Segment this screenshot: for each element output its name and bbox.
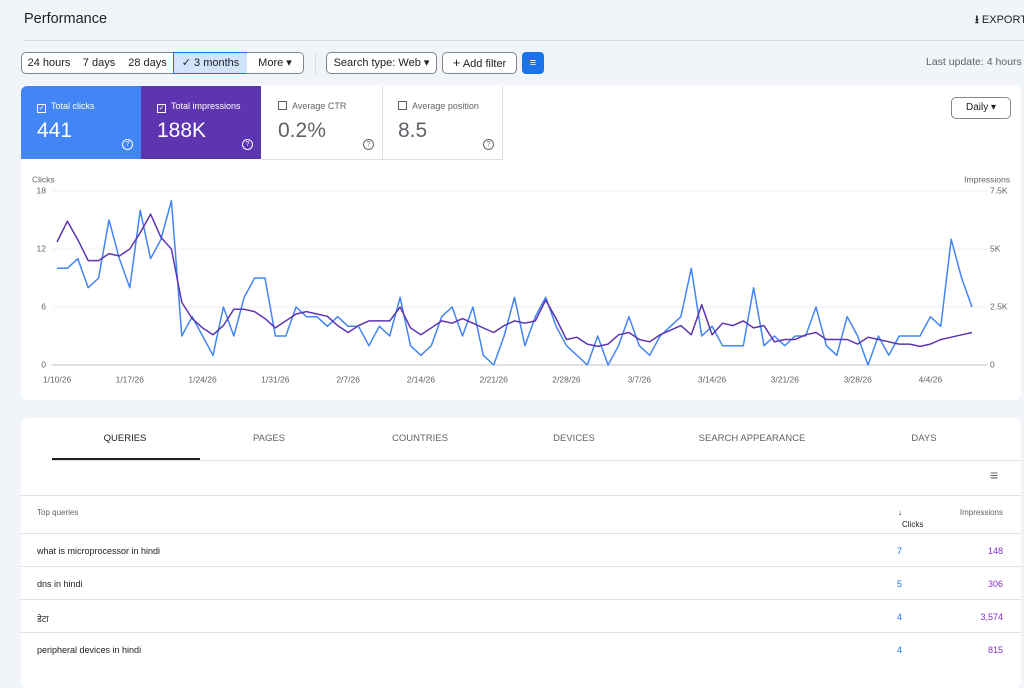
tab-divider: [52, 460, 1021, 461]
range-button[interactable]: 24 hours: [21, 52, 77, 74]
y-tick-label: 0: [41, 359, 46, 369]
metric-card[interactable]: ✓ Total clicks 441?: [21, 86, 141, 159]
table-row[interactable]: what is microprocessor in hindi 7 148: [21, 533, 1021, 567]
table-row[interactable]: dns in hindi 5 306: [21, 566, 1021, 600]
metric-label: Total impressions: [171, 101, 241, 111]
query-cell: dns in hindi: [37, 579, 83, 589]
tab[interactable]: DEVICES: [553, 433, 595, 444]
query-cell: डेटा: [37, 614, 49, 624]
tab[interactable]: PAGES: [252, 433, 286, 444]
last-update: Last update: 4 hours ago: [926, 56, 1024, 68]
clicks-cell: 5: [896, 579, 902, 589]
tab[interactable]: COUNTRIES: [392, 433, 448, 444]
x-tick-label: 2/7/26: [336, 374, 360, 384]
metric-value: 441: [37, 119, 73, 142]
query-cell: peripheral devices in hindi: [37, 645, 142, 655]
y2-tick-label: 7.5K: [990, 185, 1008, 195]
x-tick-label: 1/10/26: [43, 374, 72, 384]
divider: [24, 40, 1024, 41]
export-button[interactable]: ⭳ EXPORT: [975, 11, 1024, 30]
impressions-cell: 815: [987, 645, 1003, 655]
series-line: [57, 199, 973, 366]
column-header[interactable]: Impressions: [959, 508, 1003, 517]
add-filter-button[interactable]: + Add filter: [442, 52, 517, 74]
x-tick-label: 3/7/26: [627, 374, 651, 384]
x-tick-label: 1/17/26: [116, 374, 145, 384]
table-filter-icon[interactable]: ≡: [990, 467, 999, 483]
search-type-label: Search type: Web: [333, 57, 421, 69]
tab-indicator: [52, 458, 200, 460]
y2-tick-label: 2.5K: [990, 301, 1008, 311]
granularity-label: Daily: [965, 102, 989, 113]
y-tick-label: 12: [37, 243, 47, 253]
search-type-button[interactable]: Search type: Web ▾: [326, 52, 437, 74]
page-body: Performance ⭳ EXPORT 24 hours 7 days 28 …: [21, 11, 1024, 688]
granularity-dropdown[interactable]: Daily ▾: [951, 97, 1011, 119]
impressions-cell: 306: [987, 579, 1003, 589]
x-tick-label: 2/21/26: [480, 374, 509, 384]
metric-card[interactable]: Average position 8.5?: [382, 86, 503, 160]
export-label: EXPORT: [981, 14, 1024, 26]
x-tick-label: 3/14/26: [698, 374, 727, 384]
filter-icon-button[interactable]: ≡: [522, 52, 544, 74]
chart: Clicks Impressions 0 6 12 18 0 2.5K 5K 7.5K 1/10…: [32, 174, 1010, 384]
query-cell: what is microprocessor in hindi: [37, 546, 161, 556]
y2-axis-label: Impressions: [964, 174, 1010, 184]
table-header: Top queries ↓ Clicks Impressions: [21, 495, 1021, 529]
metric-label: Average CTR: [292, 101, 347, 111]
more-label: More: [258, 57, 284, 69]
range-button-selected[interactable]: ✓ 3 months: [173, 52, 248, 74]
column-header: Top queries: [37, 508, 79, 517]
impressions-cell: 148: [987, 546, 1003, 556]
x-tick-label: 2/28/26: [552, 374, 581, 384]
metric-label: Average position: [412, 101, 479, 111]
range-button[interactable]: 7 days: [76, 52, 123, 74]
y-axis-label: Clicks: [32, 174, 55, 184]
range-label: 3 months: [194, 57, 240, 69]
impressions-cell: 3,574: [980, 612, 1003, 622]
more-button[interactable]: More ▾: [247, 52, 304, 74]
x-tick-label: 3/21/26: [771, 374, 800, 384]
metric-card[interactable]: Average CTR 0.2%?: [262, 86, 383, 160]
column-header-sorted[interactable]: ↓ Clicks: [898, 508, 924, 529]
x-tick-label: 1/24/26: [188, 374, 217, 384]
tab[interactable]: SEARCH APPEARANCE: [698, 433, 806, 444]
y2-tick-label: 5K: [990, 243, 1001, 253]
metric-label: Total clicks: [51, 101, 95, 111]
clicks-cell: 7: [896, 546, 902, 556]
metric-value: 8.5: [398, 119, 428, 142]
y-tick-label: 6: [41, 301, 46, 311]
clicks-cell: 4: [896, 645, 902, 655]
metric-value: 188K: [157, 119, 207, 142]
metric-value: 0.2%: [278, 119, 326, 142]
table-row[interactable]: डेटा 4 3,574: [21, 599, 1021, 633]
table-card: [21, 418, 1021, 688]
x-tick-label: 3/28/26: [843, 374, 872, 384]
x-tick-label: 4/4/26: [919, 374, 943, 384]
series-line: [56, 213, 973, 348]
y-tick-label: 18: [37, 185, 47, 195]
x-tick-label: 1/31/26: [261, 374, 290, 384]
metric-card[interactable]: ✓ Total impressions 188K?: [141, 86, 261, 159]
clicks-cell: 4: [896, 612, 902, 622]
table-row[interactable]: peripheral devices in hindi 4 815: [21, 632, 1021, 666]
tab[interactable]: DAYS: [911, 433, 937, 444]
x-tick-label: 2/14/26: [407, 374, 436, 384]
range-button[interactable]: 28 days: [122, 52, 174, 74]
add-filter-label: Add filter: [462, 58, 507, 70]
y2-tick-label: 0: [990, 359, 995, 369]
tab-selected[interactable]: QUERIES: [103, 433, 147, 444]
column-header-label: Clicks: [902, 520, 924, 529]
separator: [315, 52, 316, 74]
page: {"header": {"title": "Performance", "exp…: [21, 11, 1024, 688]
page-title: Performance: [24, 11, 108, 27]
